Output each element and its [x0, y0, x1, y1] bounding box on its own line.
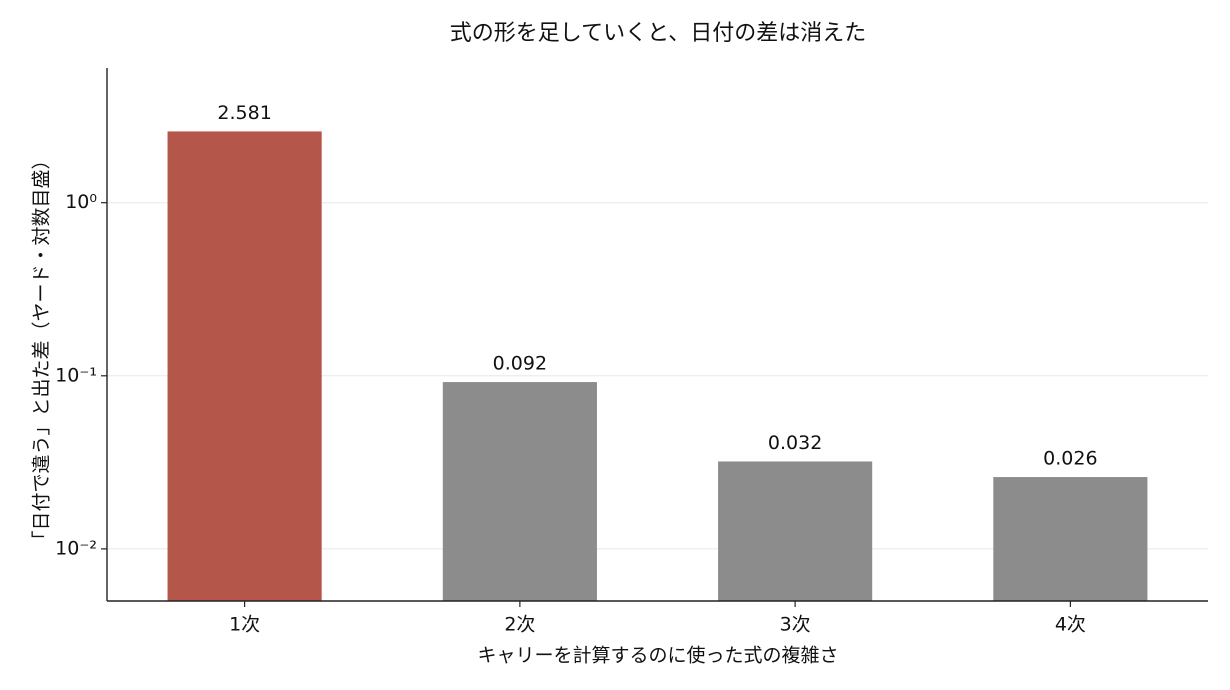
x-tick-label: 1次 — [229, 614, 260, 636]
x-tick-label: 2次 — [504, 614, 535, 636]
bar — [442, 382, 597, 601]
value-label: 2.581 — [217, 102, 271, 124]
bar — [718, 461, 873, 601]
x-tick-label: 4次 — [1055, 614, 1086, 636]
value-label: 0.026 — [1043, 448, 1097, 470]
bar — [167, 131, 322, 601]
bar — [993, 477, 1148, 601]
y-tick-label: 10⁻¹ — [55, 364, 97, 386]
chart-title: 式の形を足していくと、日付の差は消えた — [450, 21, 866, 46]
y-tick-label: 10⁰ — [65, 191, 97, 213]
x-axis-label: キャリーを計算するのに使った式の複雑さ — [477, 645, 838, 667]
value-label: 0.092 — [493, 353, 547, 375]
value-label: 0.032 — [768, 432, 822, 454]
x-tick-label: 3次 — [780, 614, 811, 636]
y-axis-label: 「日付で違う」と出た差（ヤード・対数目盛） — [31, 150, 53, 549]
y-tick-label: 10⁻² — [55, 537, 97, 559]
